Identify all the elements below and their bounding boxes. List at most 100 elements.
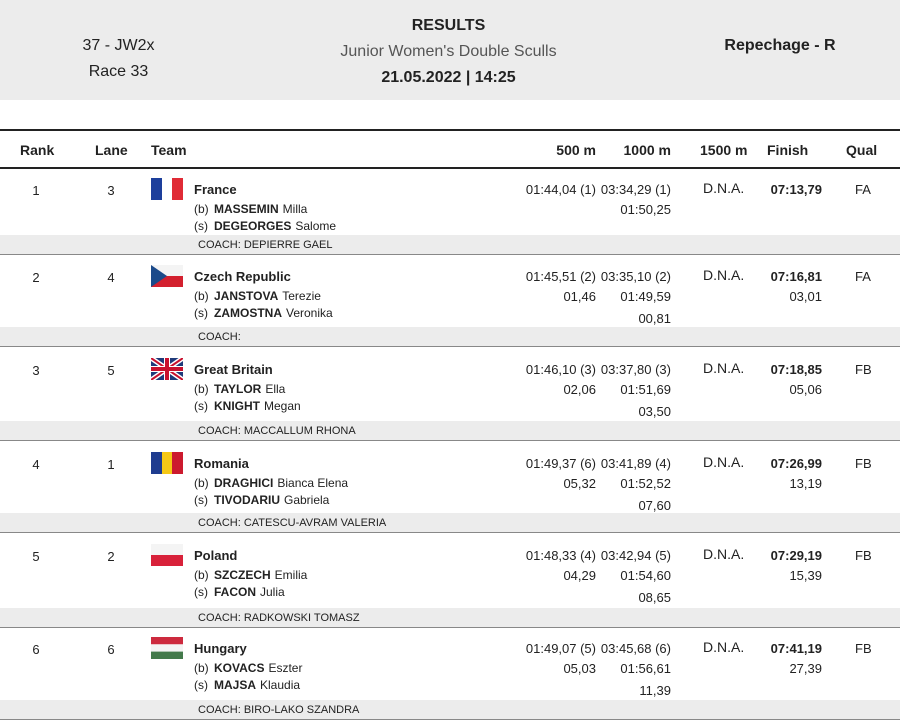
romania-flag-icon: [151, 452, 183, 474]
crew-side: (s): [194, 678, 208, 692]
split-time-1000m: 01:50,25: [620, 202, 671, 217]
coach-name: COACH: CATESCU-AVRAM VALERIA: [198, 517, 387, 529]
split-1000m: 03:45,68 (6): [600, 641, 671, 656]
crew-surname: KNIGHT: [214, 399, 260, 413]
results-header: 37 - JW2x Race 33 RESULTS Junior Women's…: [0, 0, 900, 100]
event-name: Junior Women's Double Sculls: [340, 43, 557, 60]
crew-surname: JANSTOVA: [214, 289, 279, 303]
coach-name: COACH: DEPIERRE GAEL: [198, 239, 333, 251]
rank-value: 2: [32, 270, 40, 285]
col-team: Team: [151, 142, 187, 158]
finish-diff: 05,06: [789, 382, 822, 397]
crew-first: Veronika: [286, 306, 333, 320]
country-name: Poland: [194, 548, 238, 563]
rank-value: 1: [32, 183, 40, 198]
crew-surname: DEGEORGES: [214, 219, 292, 233]
diff-1000m: 07,60: [638, 498, 671, 513]
crew-member: (s) TIVODARIU Gabriela: [194, 493, 329, 507]
crew-first: Gabriela: [284, 493, 330, 507]
country-name: Hungary: [194, 641, 247, 656]
finish-diff: 27,39: [789, 661, 822, 676]
race-number: Race 33: [88, 63, 149, 80]
finish-time: 07:18,85: [770, 362, 822, 377]
crew-surname: MAJSA: [214, 678, 257, 692]
great-britain-flag-icon: [151, 358, 183, 380]
crew-side: (s): [194, 585, 208, 599]
finish-time: 07:16,81: [770, 269, 822, 284]
split-time-1000m: 01:51,69: [620, 382, 671, 397]
coach-bar: COACH:: [0, 327, 900, 347]
col-500m: 500 m: [556, 142, 596, 158]
col-1000m: 1000 m: [623, 142, 671, 158]
finish-time: 07:41,19: [770, 641, 822, 656]
crew-surname: MASSEMIN: [214, 202, 279, 216]
finish-time: 07:26,99: [770, 456, 822, 471]
qual-value: FB: [855, 362, 872, 377]
crew-surname: SZCZECH: [214, 568, 271, 582]
finish-time: 07:13,79: [770, 182, 822, 197]
split-500m: 01:48,33 (4): [525, 548, 596, 563]
crew-first: Ella: [265, 382, 286, 396]
crew-member: (s) KNIGHT Megan: [194, 399, 301, 413]
col-lane: Lane: [95, 142, 128, 158]
crew-first: Julia: [260, 585, 285, 599]
qual-value: FA: [855, 182, 871, 197]
lane-value: 6: [107, 642, 115, 657]
crew-surname: TAYLOR: [214, 382, 262, 396]
table-row: 3 5 Great Britain (b) TAYLOR Ella (s) KNIGHT Meg…: [0, 347, 900, 421]
crew-member: (s) FACON Julia: [194, 585, 285, 599]
coach-bar: COACH: CATESCU-AVRAM VALERIA: [0, 513, 900, 533]
diff-500m: 04,29: [563, 568, 596, 583]
qual-value: FB: [855, 641, 872, 656]
lane-value: 2: [107, 549, 115, 564]
crew-member: (s) MAJSA Klaudia: [194, 678, 300, 692]
diff-500m: 05,03: [563, 661, 596, 676]
crew-first: Emilia: [274, 568, 308, 582]
qual-value: FA: [855, 269, 871, 284]
crew-first: Eszter: [268, 661, 303, 675]
split-1000m: 03:37,80 (3): [600, 362, 671, 377]
rank-value: 6: [32, 642, 40, 657]
crew-member: (b) KOVACS Eszter: [194, 661, 302, 675]
finish-diff: 15,39: [789, 568, 822, 583]
diff-1000m: 08,65: [638, 590, 671, 605]
diff-1000m: 00,81: [638, 311, 671, 326]
race-phase: Repechage - R: [724, 37, 836, 54]
crew-member: (s) DEGEORGES Salome: [194, 219, 336, 233]
event-code: 37 - JW2x: [82, 37, 155, 54]
table-row: 5 2 Poland (b) SZCZECH Emilia (s) FACON Julia 01:…: [0, 533, 900, 608]
split-1500m: D.N.A.: [703, 454, 745, 470]
split-1500m: D.N.A.: [703, 360, 745, 376]
finish-time: 07:29,19: [770, 548, 822, 563]
diff-1000m: 11,39: [639, 683, 671, 698]
qual-value: FB: [855, 548, 872, 563]
coach-bar: COACH: DEPIERRE GAEL: [0, 235, 900, 255]
results-title: RESULTS: [411, 17, 486, 34]
col-rank: Rank: [20, 142, 55, 158]
col-finish: Finish: [767, 142, 809, 158]
crew-first: Milla: [282, 202, 308, 216]
crew-member: (b) JANSTOVA Terezie: [194, 289, 321, 303]
lane-value: 3: [107, 183, 115, 198]
crew-member: (b) MASSEMIN Milla: [194, 202, 307, 216]
crew-member: (s) ZAMOSTNA Veronika: [194, 306, 333, 320]
crew-first: Salome: [295, 219, 337, 233]
coach-bar: COACH: RADKOWSKI TOMASZ: [0, 608, 900, 628]
crew-member: (b) DRAGHICI Bianca Elena: [194, 476, 348, 490]
qual-value: FB: [855, 456, 872, 471]
split-time-1000m: 01:56,61: [620, 661, 671, 676]
crew-surname: TIVODARIU: [214, 493, 280, 507]
col-qual: Qual: [846, 142, 878, 158]
hungary-flag-icon: [151, 637, 183, 659]
split-time-1000m: 01:54,60: [620, 568, 671, 583]
coach-bar: COACH: BIRO-LAKO SZANDRA: [0, 700, 900, 720]
rank-value: 3: [32, 363, 40, 378]
split-500m: 01:45,51 (2): [525, 269, 596, 284]
split-time-1000m: 01:49,59: [620, 289, 671, 304]
diff-500m: 05,32: [563, 476, 596, 491]
coach-name: COACH: MACCALLUM RHONA: [198, 425, 356, 437]
coach-name: COACH:: [198, 331, 241, 343]
crew-surname: KOVACS: [214, 661, 265, 675]
country-name: Great Britain: [194, 362, 273, 377]
table-row: 2 4 Czech Republic (b) JANSTOVA Terezie (s) ZAM…: [0, 254, 900, 327]
